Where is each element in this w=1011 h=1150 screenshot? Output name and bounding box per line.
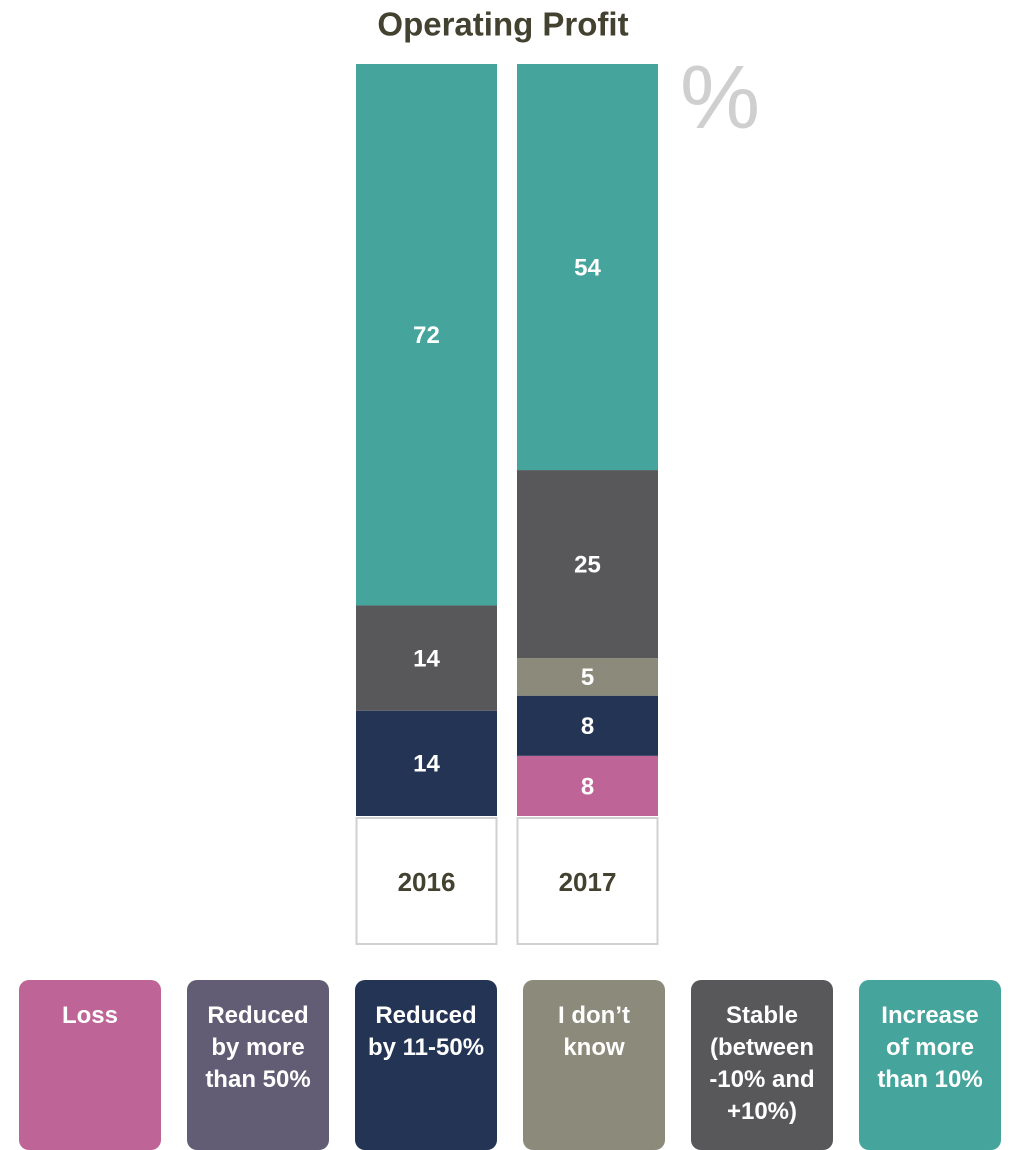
unit-label: % [680,48,760,148]
bar-segment [517,64,658,471]
data-label: 54 [574,254,601,281]
data-label: 14 [413,751,440,778]
data-label: 25 [574,551,601,578]
data-label: 8 [581,713,594,740]
data-label: 8 [581,773,594,800]
chart-title: Operating Profit [377,6,628,43]
category-box [516,817,659,945]
bar-segment [356,64,497,606]
bar-segment [517,755,658,816]
category-box [355,817,498,945]
chart: Operating Profit % 14 14 72 2016 8 8 5 25 54 2017 [355,6,760,945]
legend: Loss Reduced by more than 50% Reduced by 1… [19,980,1001,1150]
bar-segment [356,605,497,711]
legend-entry: Increase of more than 10% [859,980,1001,1150]
bar-segment [517,695,658,756]
legend-entry: Stable (between -10% and +10%) [691,980,833,1150]
legend-entry: Reduced by 11-50% [355,980,497,1150]
bar-segment [517,658,658,696]
bar-segment [517,470,658,659]
x-tick-label: 2017 [559,867,617,897]
legend-entry: Reduced by more than 50% [187,980,329,1150]
x-tick-label: 2016 [398,867,456,897]
legend-entry: Loss [19,980,161,1150]
legend-entry: I don’t know [523,980,665,1150]
data-label: 14 [413,645,440,672]
bar-segment [356,710,497,816]
data-label: 5 [581,664,594,691]
data-label: 72 [413,322,440,349]
